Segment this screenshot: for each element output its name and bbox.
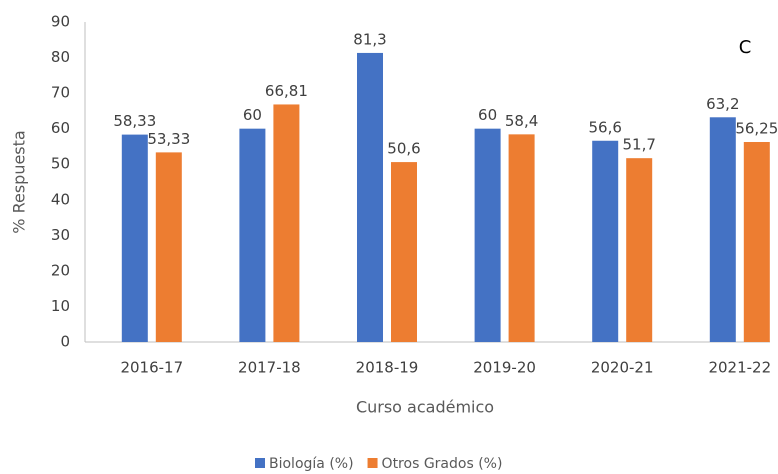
y-tick-label: 30 [51,226,70,244]
annotation: C [739,37,752,58]
y-tick-label: 40 [51,190,70,208]
y-tick-label: 0 [60,333,70,351]
y-tick-label: 60 [51,119,70,137]
data-label: 60 [478,106,497,124]
data-label: 81,3 [353,30,386,48]
y-tick-label: 70 [51,84,70,102]
bar [508,134,535,342]
legend-label: Biología (%) [269,456,354,472]
bar [743,142,770,342]
bar [155,152,182,342]
bar [474,128,501,342]
data-label: 53,33 [147,130,190,148]
y-tick-label: 10 [51,297,70,315]
data-label: 66,81 [265,82,308,100]
x-tick-label: 2019-20 [473,359,536,377]
data-label: 51,7 [622,136,655,154]
bar [239,128,266,342]
y-tick-label: 50 [51,155,70,173]
bar [121,134,148,342]
data-label: 63,2 [706,95,739,113]
y-tick-label: 90 [51,13,70,31]
data-label: 58,4 [505,112,538,130]
data-label: 58,33 [113,112,156,130]
x-tick-label: 2017-18 [238,359,301,377]
x-axis-title: Curso académico [356,398,494,417]
legend-label: Otros Grados (%) [382,456,503,472]
legend-swatch [367,458,378,468]
data-label: 60 [243,106,262,124]
y-axis-title: % Respuesta [10,130,29,233]
bar [592,140,619,342]
x-tick-label: 2018-19 [356,359,419,377]
x-tick-label: 2016-17 [120,359,183,377]
x-tick-label: 2021-22 [708,359,771,377]
bar [273,104,300,342]
data-label: 50,6 [387,140,420,158]
x-tick-label: 2020-21 [591,359,654,377]
bar [357,52,383,342]
bar [709,117,736,343]
bar [626,158,653,342]
data-label: 56,6 [588,118,621,136]
y-tick-label: 80 [51,48,70,66]
data-label: 56,25 [735,120,778,138]
bar [391,162,417,342]
y-tick-label: 20 [51,261,70,279]
legend-swatch [255,458,265,468]
